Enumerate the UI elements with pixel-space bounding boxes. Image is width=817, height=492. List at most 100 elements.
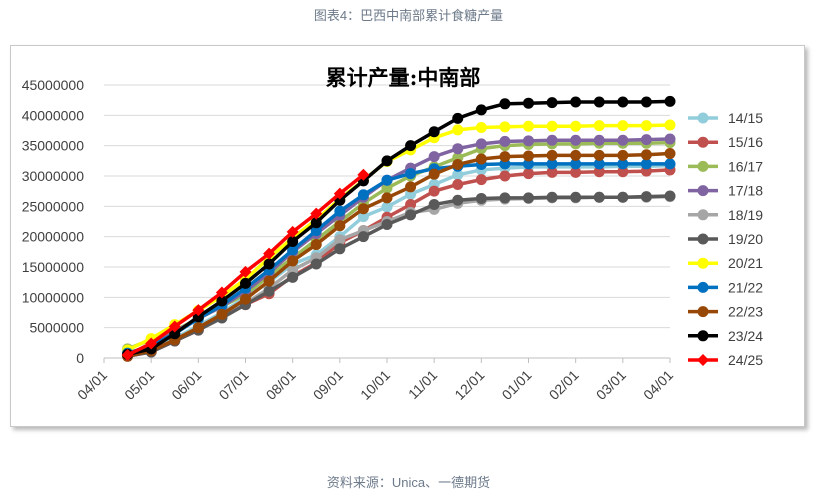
x-tick-label: 11/01 bbox=[405, 367, 441, 403]
data-point bbox=[475, 174, 487, 186]
data-point bbox=[357, 211, 369, 223]
data-point bbox=[570, 96, 582, 108]
legend-marker bbox=[697, 185, 709, 197]
data-point bbox=[546, 191, 558, 203]
data-point bbox=[334, 234, 346, 246]
legend-item: 19/20 bbox=[688, 231, 763, 247]
data-point bbox=[452, 158, 464, 170]
data-point bbox=[239, 265, 252, 278]
series-14-15 bbox=[122, 160, 676, 361]
data-point bbox=[287, 255, 299, 267]
data-point bbox=[593, 191, 605, 203]
data-point bbox=[381, 174, 393, 186]
data-point bbox=[617, 158, 629, 170]
data-point bbox=[617, 120, 629, 132]
data-point bbox=[452, 124, 464, 136]
legend-marker bbox=[697, 136, 709, 148]
data-point bbox=[452, 143, 464, 155]
data-point bbox=[310, 258, 322, 270]
legend-marker bbox=[697, 354, 709, 366]
data-point bbox=[310, 225, 322, 237]
data-point bbox=[428, 168, 440, 180]
data-point bbox=[570, 158, 582, 170]
data-point bbox=[452, 178, 464, 190]
data-point bbox=[475, 121, 487, 133]
data-point bbox=[263, 247, 276, 260]
data-point bbox=[381, 201, 393, 213]
x-tick-label: 10/01 bbox=[357, 367, 393, 403]
data-point bbox=[357, 231, 369, 243]
x-tick-label: 01/01 bbox=[499, 367, 535, 403]
series-22-23 bbox=[122, 148, 676, 362]
data-point bbox=[546, 134, 558, 146]
data-point bbox=[428, 126, 440, 138]
y-tick-label: 15000000 bbox=[22, 259, 85, 275]
data-point bbox=[216, 295, 228, 307]
data-point bbox=[428, 151, 440, 163]
legend-marker bbox=[697, 160, 709, 172]
data-point bbox=[499, 121, 511, 133]
data-point bbox=[640, 158, 652, 170]
data-point bbox=[499, 98, 511, 110]
data-point bbox=[523, 135, 534, 147]
data-point bbox=[357, 189, 369, 201]
legend-label: 24/25 bbox=[728, 352, 763, 368]
data-point bbox=[287, 271, 299, 283]
data-point bbox=[381, 182, 393, 194]
chart-title: 累计产量:中南部 bbox=[326, 65, 481, 90]
data-point bbox=[192, 304, 205, 317]
data-point bbox=[452, 169, 464, 181]
series-18-19 bbox=[122, 191, 676, 362]
data-point bbox=[617, 166, 629, 178]
data-point bbox=[570, 166, 582, 178]
data-point bbox=[475, 138, 487, 150]
data-point bbox=[664, 95, 676, 107]
data-point bbox=[523, 192, 534, 204]
y-tick-label: 0 bbox=[76, 350, 84, 366]
data-point bbox=[664, 119, 676, 131]
data-point bbox=[593, 149, 605, 161]
data-point bbox=[546, 120, 558, 132]
data-point bbox=[570, 191, 582, 203]
x-tick-label: 04/01 bbox=[640, 367, 676, 403]
data-point bbox=[617, 134, 629, 146]
x-tick-label: 02/01 bbox=[546, 367, 582, 403]
data-point bbox=[405, 140, 417, 152]
data-point bbox=[263, 285, 275, 297]
x-tick-label: 08/01 bbox=[263, 367, 299, 403]
legend-item: 17/18 bbox=[688, 183, 763, 199]
legend-label: 23/24 bbox=[728, 328, 763, 344]
series-line bbox=[127, 194, 671, 358]
data-point bbox=[334, 220, 346, 232]
legend-label: 17/18 bbox=[728, 183, 763, 199]
data-point bbox=[405, 209, 417, 221]
data-point bbox=[452, 194, 464, 206]
legend-label: 19/20 bbox=[728, 231, 763, 247]
y-tick-label: 20000000 bbox=[22, 229, 85, 245]
data-point bbox=[617, 191, 629, 203]
data-point bbox=[121, 348, 134, 361]
data-point bbox=[240, 293, 251, 305]
legend-marker bbox=[697, 112, 709, 124]
data-point bbox=[570, 149, 582, 161]
data-point bbox=[664, 148, 676, 160]
data-point bbox=[570, 134, 582, 146]
data-point bbox=[499, 170, 511, 182]
data-point bbox=[357, 203, 369, 215]
legend-item: 20/21 bbox=[688, 255, 763, 271]
data-point bbox=[405, 199, 417, 211]
series-21-22 bbox=[122, 158, 676, 359]
legend-label: 22/23 bbox=[728, 304, 763, 320]
data-point bbox=[546, 158, 558, 170]
legend-item: 14/15 bbox=[688, 110, 763, 126]
data-point bbox=[428, 199, 440, 211]
data-point bbox=[523, 150, 534, 162]
y-tick-label: 5000000 bbox=[29, 320, 84, 336]
data-point bbox=[381, 192, 393, 204]
data-point bbox=[523, 120, 534, 132]
data-point bbox=[310, 217, 322, 229]
data-point bbox=[287, 244, 299, 256]
data-point bbox=[287, 236, 299, 248]
y-tick-label: 25000000 bbox=[22, 198, 85, 214]
data-point bbox=[640, 149, 652, 161]
